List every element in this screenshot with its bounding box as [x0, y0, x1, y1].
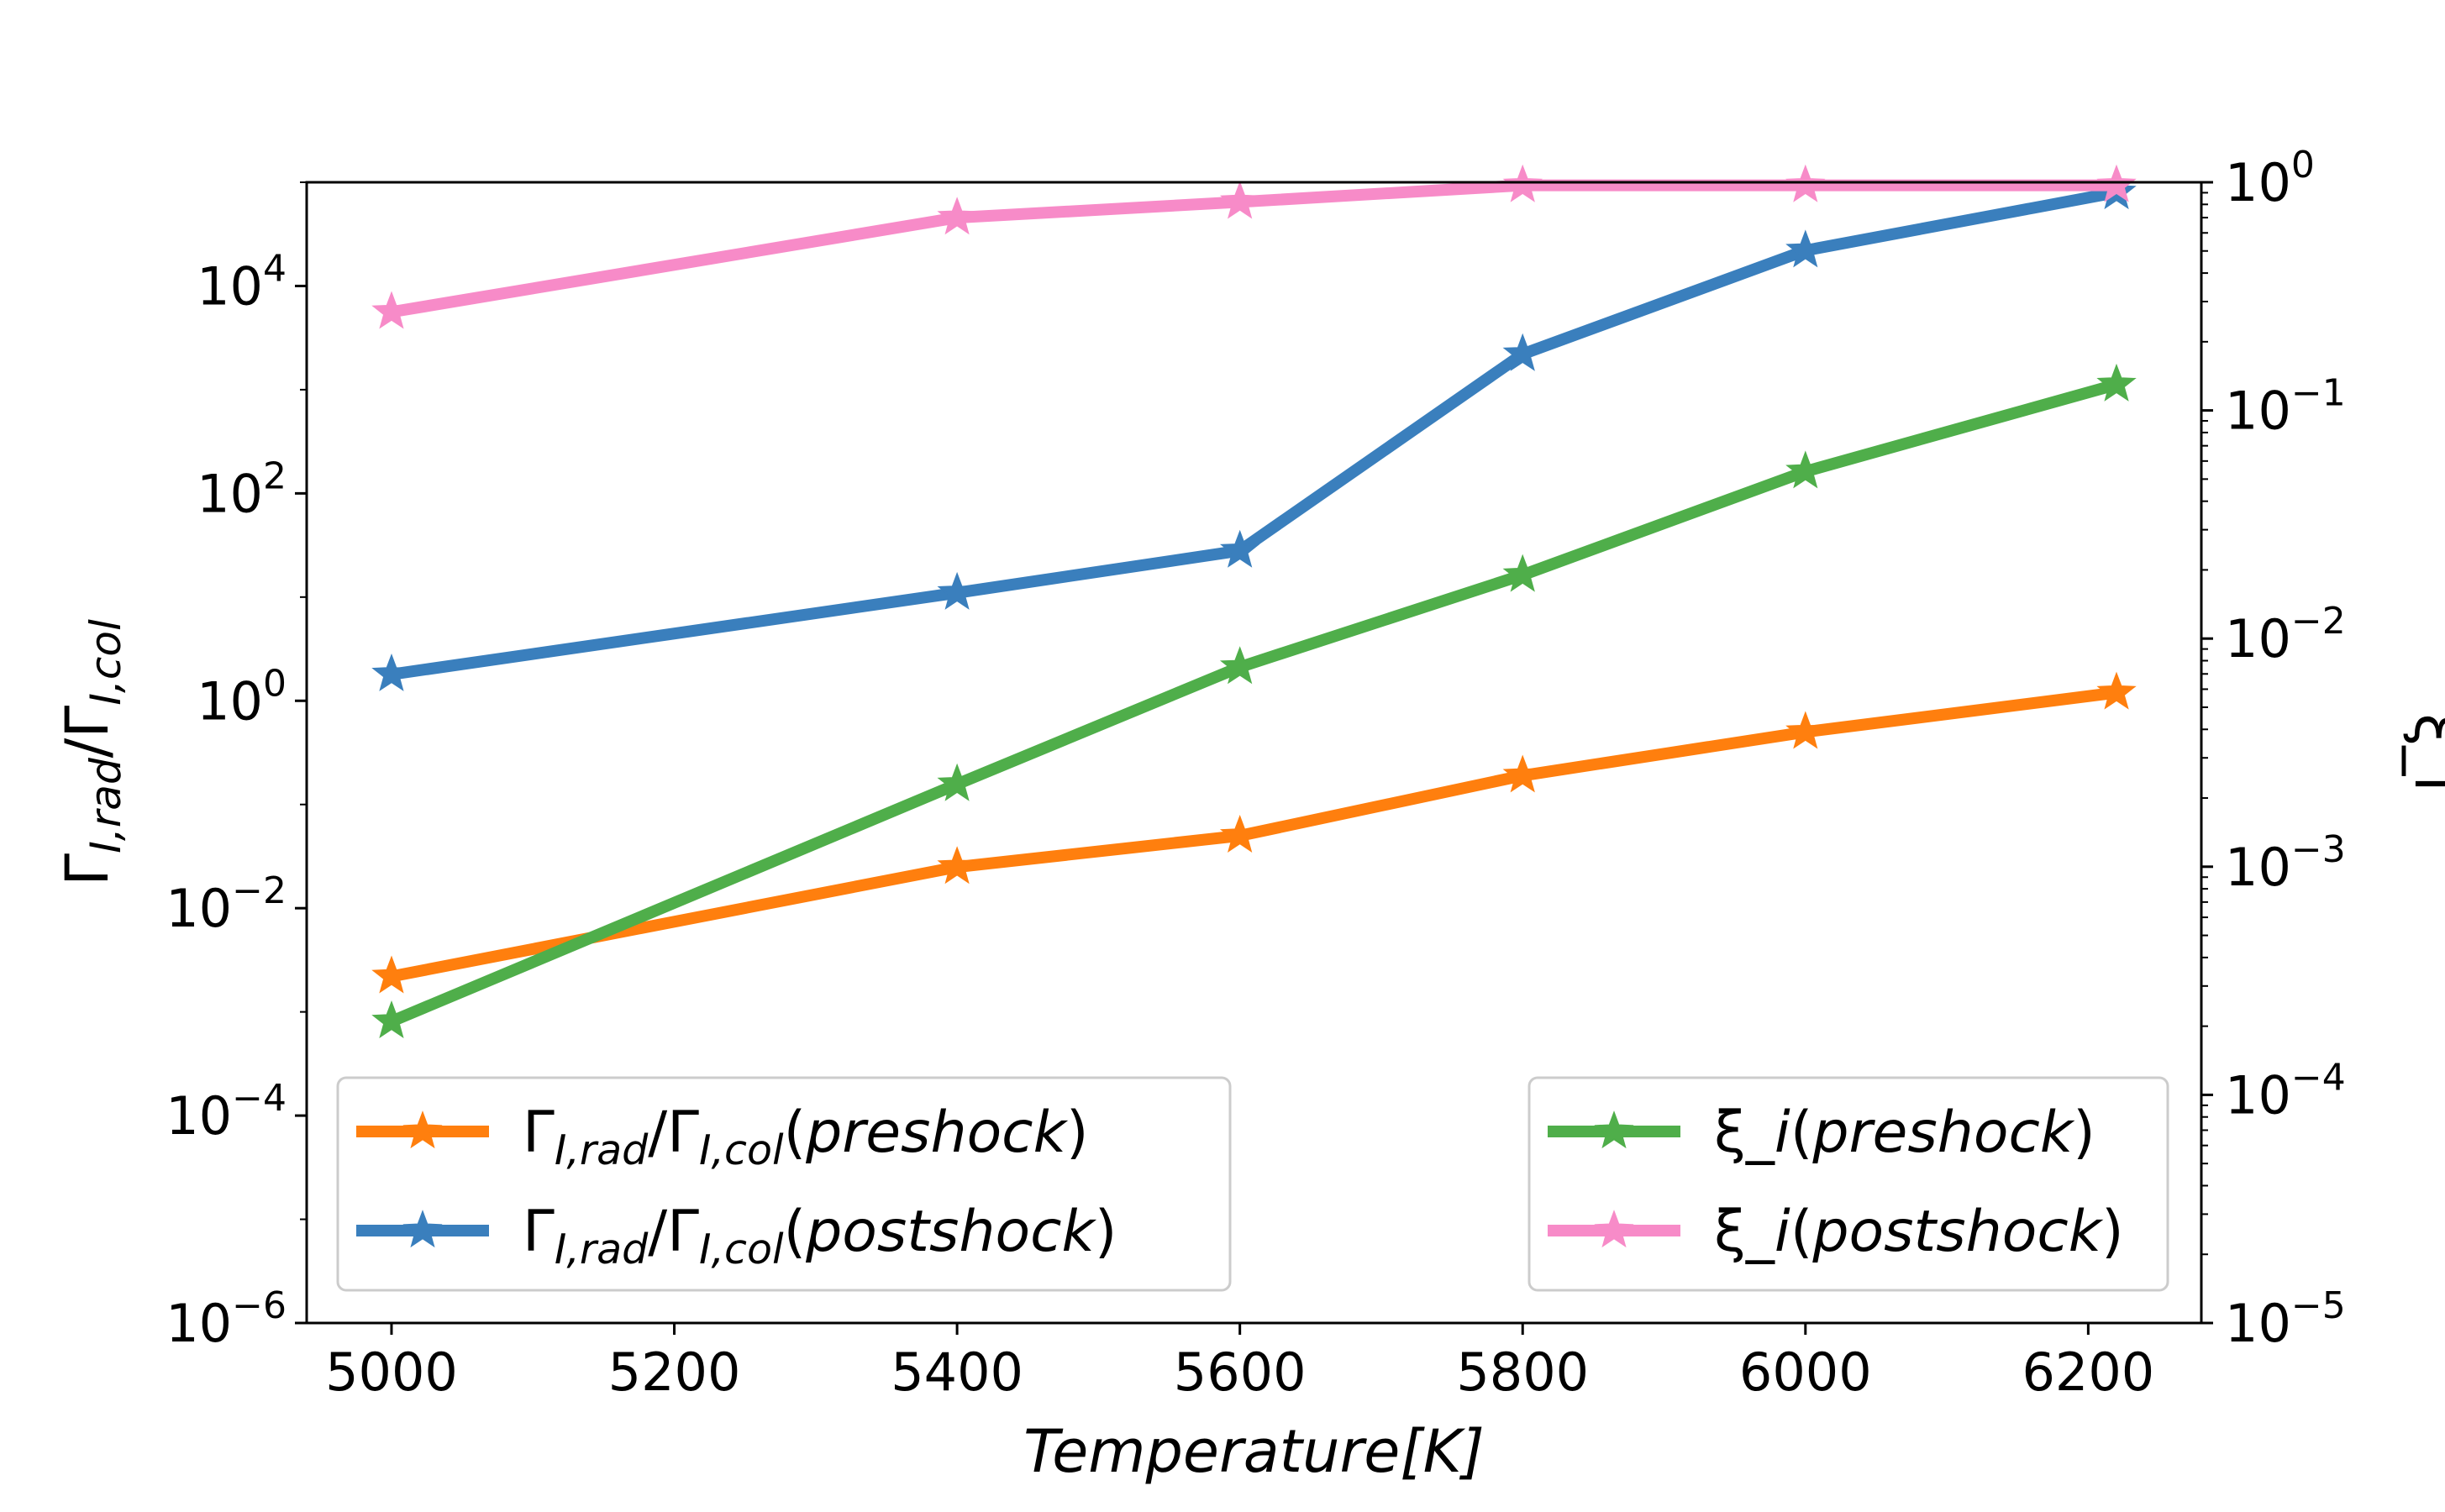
y-axis-left: 10−6 10−4 10−2 100 102 104 [166, 181, 307, 1354]
y-right-axis-title: ξ_i [2401, 713, 2445, 791]
y-left-tick-label-2: 10−2 [166, 869, 287, 939]
series-0-point-5 [2096, 671, 2137, 710]
legend-swatch-star [402, 1110, 443, 1149]
series-1-point-4 [1785, 229, 1826, 268]
y-left-tick-label-5: 104 [197, 247, 287, 317]
y-right-tick-label-3: 10−2 [2225, 600, 2346, 669]
y-left-tick-label-1: 10−4 [166, 1077, 287, 1147]
x-tick-label-1: 5200 [608, 1341, 741, 1403]
series-3-point-2 [1219, 181, 1260, 219]
axis-titles: Temperature[K] ΓI,rad​/ΓI,col​ ξ_i [53, 619, 2445, 1486]
legend-lower-left: ΓI,rad​/ΓI,col​(preshock) ΓI,rad​/ΓI,col​… [336, 1076, 1232, 1292]
y-left-tick-label-0: 10−6 [166, 1284, 287, 1354]
legend-swatch-star [402, 1210, 443, 1248]
series-line-0 [386, 686, 2122, 983]
series-line-2 [386, 378, 2122, 1027]
legend-box [336, 1076, 1232, 1292]
series-2-point-4 [1785, 450, 1826, 489]
series-3-point-0 [371, 291, 412, 329]
y-left-axis-title: ΓI,rad​/ΓI,col​ [53, 619, 130, 886]
series-layer [371, 164, 2137, 1039]
series-1-point-0 [371, 653, 412, 691]
plot-frame [305, 181, 2203, 1325]
x-tick-label-3: 5600 [1174, 1341, 1307, 1403]
legend-label-0: ΓI,rad​/ΓI,col​(preshock) [523, 1100, 1088, 1174]
series-2-point-2 [1219, 646, 1260, 685]
legend-label-3: ξ_i(postshock) [1714, 1199, 2124, 1265]
y-left-tick-label-4: 102 [197, 454, 287, 524]
x-tick-label-2: 5400 [891, 1341, 1023, 1403]
series-3-point-1 [937, 197, 977, 235]
y-right-tick-label-0: 10−5 [2225, 1284, 2346, 1354]
legend-swatch-star [1594, 1110, 1634, 1149]
y-right-tick-label-5: 100 [2225, 144, 2315, 213]
series-line-1 [386, 186, 2122, 680]
series-2-point-3 [1502, 554, 1543, 592]
series-0-point-1 [937, 846, 977, 885]
x-axis: 5000 5200 5400 5600 5800 6000 6200 [325, 1323, 2154, 1403]
series-2-point-0 [371, 1000, 412, 1039]
legend-lower-right: ξ_i(preshock) ξ_i(postshock) [1527, 1076, 2169, 1292]
legend-label-1: ΓI,rad​/ΓI,col​(postshock) [523, 1199, 1117, 1273]
series-1 [371, 171, 2137, 691]
series-1-point-3 [1502, 333, 1543, 371]
legends: ΓI,rad​/ΓI,col​(preshock) ΓI,rad​/ΓI,col​… [336, 1076, 2169, 1292]
legend-label-2: ξ_i(preshock) [1714, 1100, 2095, 1166]
series-2-point-5 [2096, 363, 2137, 402]
legend-box [1527, 1076, 2169, 1292]
series-2-point-1 [937, 763, 977, 801]
series-line-3 [386, 179, 2122, 318]
y-axis-right: 10−5 10−4 10−3 10−2 10−1 100 [2201, 144, 2346, 1354]
series-0-point-4 [1785, 711, 1826, 749]
series-2 [371, 363, 2137, 1039]
series-0-point-2 [1219, 815, 1260, 853]
legend-swatch-star [1594, 1210, 1634, 1248]
series-0-point-0 [371, 955, 412, 994]
x-axis-title: Temperature[K] [1023, 1417, 1485, 1486]
series-1-point-2 [1219, 529, 1260, 568]
x-tick-label-6: 6200 [2022, 1341, 2154, 1403]
y-left-tick-label-3: 100 [197, 662, 287, 732]
x-tick-label-0: 5000 [325, 1341, 458, 1403]
y-right-tick-label-1: 10−4 [2225, 1056, 2346, 1126]
x-tick-label-5: 6000 [1739, 1341, 1872, 1403]
series-3 [371, 164, 2137, 329]
series-0 [371, 671, 2137, 994]
y-right-tick-label-2: 10−3 [2225, 828, 2346, 898]
series-0-point-3 [1502, 754, 1543, 793]
y-right-tick-label-4: 10−1 [2225, 372, 2346, 442]
x-tick-label-4: 5800 [1456, 1341, 1589, 1403]
series-1-point-1 [937, 571, 977, 610]
